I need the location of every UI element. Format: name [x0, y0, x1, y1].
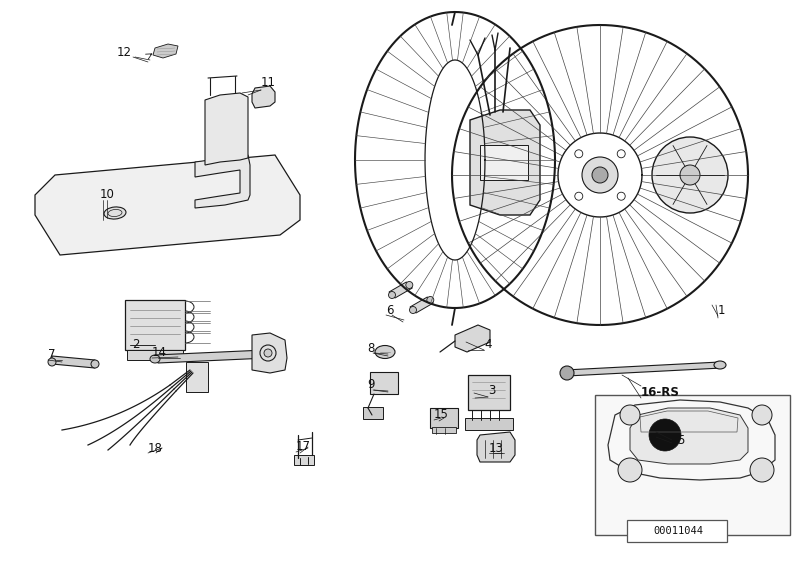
Text: 15: 15	[434, 408, 449, 421]
Circle shape	[620, 405, 640, 425]
Polygon shape	[52, 356, 95, 368]
Circle shape	[680, 165, 700, 185]
Text: 4: 4	[484, 337, 491, 350]
Bar	[627, 520, 727, 542]
Polygon shape	[630, 408, 748, 464]
Text: 6: 6	[386, 303, 394, 316]
Circle shape	[752, 405, 772, 425]
Text: 00011044: 00011044	[653, 526, 703, 536]
Bar	[294, 455, 314, 465]
Bar	[430, 408, 458, 428]
Polygon shape	[389, 282, 412, 298]
Polygon shape	[195, 155, 250, 208]
Ellipse shape	[48, 358, 56, 366]
Circle shape	[618, 458, 642, 482]
Text: 17: 17	[296, 441, 311, 454]
Polygon shape	[252, 333, 287, 373]
Text: 10: 10	[100, 189, 115, 202]
Polygon shape	[205, 93, 248, 165]
Bar	[125, 300, 185, 350]
Bar	[465, 418, 513, 430]
Polygon shape	[565, 362, 722, 376]
Text: 14: 14	[152, 346, 167, 359]
Bar	[468, 375, 510, 410]
Polygon shape	[470, 110, 540, 215]
Text: 3: 3	[488, 384, 495, 397]
Polygon shape	[410, 297, 434, 313]
Circle shape	[264, 349, 272, 357]
Bar	[651, 447, 664, 457]
Ellipse shape	[410, 306, 417, 314]
Ellipse shape	[714, 361, 726, 369]
Circle shape	[652, 137, 728, 213]
Polygon shape	[35, 155, 300, 255]
Circle shape	[560, 366, 574, 380]
Bar	[669, 433, 682, 443]
Polygon shape	[155, 350, 268, 363]
Ellipse shape	[375, 346, 395, 359]
Polygon shape	[455, 325, 490, 352]
Polygon shape	[153, 44, 178, 58]
Bar	[633, 433, 646, 443]
Bar	[432, 427, 456, 433]
Polygon shape	[477, 432, 515, 462]
Text: 2: 2	[132, 338, 139, 351]
Text: 13: 13	[489, 441, 504, 454]
Text: 18: 18	[148, 441, 163, 454]
Circle shape	[649, 419, 681, 451]
Bar	[370, 372, 398, 394]
Ellipse shape	[104, 207, 126, 219]
Ellipse shape	[406, 281, 413, 289]
Bar	[669, 447, 682, 457]
Ellipse shape	[150, 355, 160, 363]
Text: 12: 12	[117, 46, 132, 59]
Bar	[127, 350, 183, 360]
Bar	[363, 407, 383, 419]
Text: 1: 1	[718, 303, 726, 316]
Bar	[595, 395, 790, 535]
Text: 9: 9	[367, 379, 374, 392]
Bar	[651, 433, 664, 443]
Text: 11: 11	[261, 76, 276, 89]
Text: 7: 7	[48, 349, 55, 362]
Ellipse shape	[91, 360, 99, 368]
Ellipse shape	[427, 297, 434, 303]
Ellipse shape	[389, 292, 395, 298]
Text: 16-RS: 16-RS	[641, 386, 680, 399]
Bar	[186, 362, 208, 392]
Bar	[480, 145, 528, 180]
Bar	[628, 428, 690, 463]
Polygon shape	[252, 86, 275, 108]
Circle shape	[750, 458, 774, 482]
Text: 8: 8	[367, 342, 374, 355]
Bar	[633, 447, 646, 457]
Circle shape	[592, 167, 608, 183]
Text: 5: 5	[677, 433, 684, 446]
Circle shape	[582, 157, 618, 193]
